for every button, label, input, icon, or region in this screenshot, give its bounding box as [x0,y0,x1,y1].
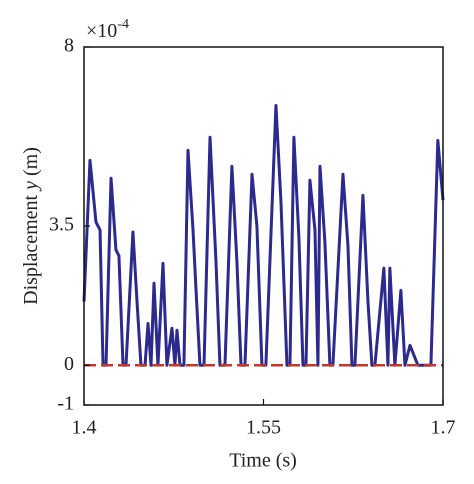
y-axis-label: Displacement y (m) [20,147,42,305]
y-axis-label-part: Displacement [20,190,42,305]
y-axis-label-part: y [20,181,42,192]
y-tick-label: 3.5 [49,214,74,236]
x-axis-label: Time (s) [229,450,297,472]
y-tick-label: -1 [57,393,74,415]
series-line [82,103,445,367]
x-tick-label: 1.7 [431,417,456,439]
y-scale-label: ×10-4 [86,17,129,41]
y-tick-label: 8 [64,35,74,57]
y-scale-base: ×10 [86,20,117,42]
y-scale-exponent: -4 [117,17,129,32]
x-tick-label: 1.55 [246,417,281,439]
y-axis-label-part: (m) [20,147,42,181]
y-tick-label: 0 [64,353,74,375]
x-tick-label: 1.4 [72,417,97,439]
